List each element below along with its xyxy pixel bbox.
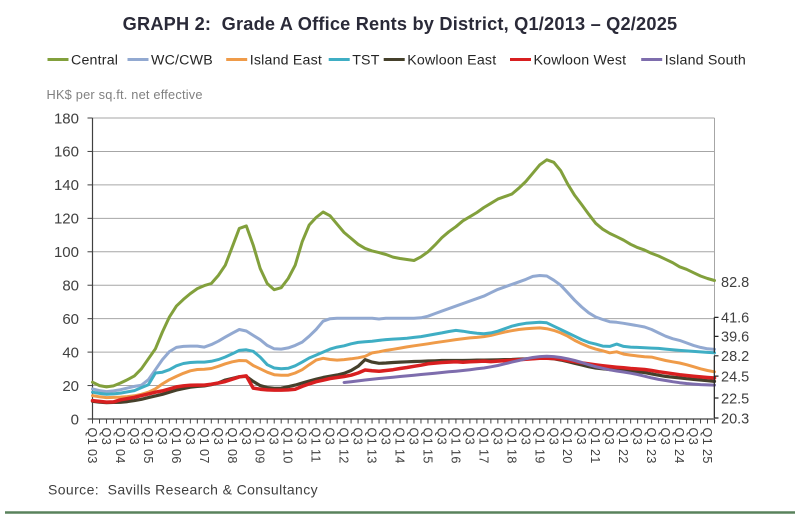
svg-text:Q1 12: Q1 12 (337, 428, 351, 464)
svg-text:Q1 13: Q1 13 (365, 428, 379, 464)
svg-text:Q3: Q3 (155, 428, 169, 446)
svg-text:Q3: Q3 (99, 428, 113, 446)
svg-text:39.6: 39.6 (721, 330, 749, 346)
svg-text:Q3: Q3 (295, 428, 309, 446)
svg-text:Q1 06: Q1 06 (169, 428, 183, 464)
svg-text:GRAPH 2: Grade A Office Rents: GRAPH 2: Grade A Office Rents by Distric… (123, 14, 678, 34)
svg-text:Q3: Q3 (323, 428, 337, 446)
svg-text:22.5: 22.5 (721, 391, 749, 407)
svg-text:Kowloon East: Kowloon East (407, 52, 496, 68)
svg-text:Source: Savills Research & Co: Source: Savills Research & Consultancy (48, 482, 318, 498)
svg-text:Q3: Q3 (239, 428, 253, 446)
svg-text:Q1 22: Q1 22 (616, 428, 630, 464)
svg-text:Q1 24: Q1 24 (672, 428, 686, 464)
svg-text:120: 120 (54, 211, 79, 228)
svg-text:Q1 21: Q1 21 (588, 428, 602, 464)
svg-text:Q1 15: Q1 15 (421, 428, 435, 464)
svg-text:82.8: 82.8 (721, 275, 749, 291)
svg-text:Q1 08: Q1 08 (225, 428, 239, 464)
svg-text:Q1 03: Q1 03 (85, 428, 99, 464)
svg-text:WC/CWB: WC/CWB (151, 52, 213, 68)
svg-text:Q3: Q3 (630, 428, 644, 446)
svg-text:100: 100 (54, 244, 79, 261)
svg-text:20.3: 20.3 (721, 411, 749, 427)
svg-text:Q3: Q3 (518, 428, 532, 446)
svg-text:Q3: Q3 (574, 428, 588, 446)
svg-text:Q3: Q3 (211, 428, 225, 446)
svg-text:Central: Central (71, 52, 118, 68)
svg-text:Q3: Q3 (658, 428, 672, 446)
svg-text:Q3: Q3 (686, 428, 700, 446)
svg-text:Q3: Q3 (434, 428, 448, 446)
svg-text:Q1 11: Q1 11 (309, 428, 323, 463)
svg-text:Q1 09: Q1 09 (253, 428, 267, 464)
svg-text:Q3: Q3 (407, 428, 421, 446)
svg-text:20: 20 (62, 378, 79, 395)
svg-text:Q1 18: Q1 18 (504, 428, 518, 464)
svg-text:60: 60 (62, 311, 79, 328)
svg-text:24.5: 24.5 (721, 369, 749, 385)
svg-text:Q3: Q3 (490, 428, 504, 446)
svg-text:Q3: Q3 (462, 428, 476, 446)
svg-text:41.6: 41.6 (721, 311, 749, 327)
svg-text:Q3: Q3 (267, 428, 281, 446)
svg-text:Q1 10: Q1 10 (281, 428, 295, 464)
svg-text:Q1 17: Q1 17 (476, 428, 490, 464)
svg-text:Kowloon West: Kowloon West (534, 52, 627, 68)
svg-text:Q1 14: Q1 14 (393, 428, 407, 464)
svg-text:Q3: Q3 (127, 428, 141, 446)
svg-text:Q1 04: Q1 04 (113, 428, 127, 464)
svg-text:HK$ per sq.ft. net effective: HK$ per sq.ft. net effective (47, 87, 203, 102)
svg-text:Q1 23: Q1 23 (644, 428, 658, 464)
svg-text:28.2: 28.2 (721, 349, 749, 365)
svg-text:160: 160 (54, 144, 79, 161)
svg-text:TST: TST (352, 52, 380, 68)
svg-text:Q3: Q3 (546, 428, 560, 446)
svg-text:40: 40 (62, 344, 79, 361)
svg-text:Q1 20: Q1 20 (560, 428, 574, 464)
svg-text:Q3: Q3 (602, 428, 616, 446)
svg-text:Q1 05: Q1 05 (141, 428, 155, 464)
svg-text:Q3: Q3 (379, 428, 393, 446)
svg-text:Q1 16: Q1 16 (448, 428, 462, 464)
svg-text:Q1 07: Q1 07 (197, 428, 211, 464)
svg-text:Q1 25: Q1 25 (700, 428, 714, 464)
svg-text:Q1 19: Q1 19 (532, 428, 546, 464)
svg-text:0: 0 (71, 411, 79, 428)
svg-text:140: 140 (54, 177, 79, 194)
svg-text:Island East: Island East (250, 52, 322, 68)
svg-text:Island South: Island South (665, 52, 746, 68)
svg-text:180: 180 (54, 110, 79, 127)
svg-text:80: 80 (62, 278, 79, 295)
svg-text:Q3: Q3 (183, 428, 197, 446)
svg-text:Q3: Q3 (351, 428, 365, 446)
